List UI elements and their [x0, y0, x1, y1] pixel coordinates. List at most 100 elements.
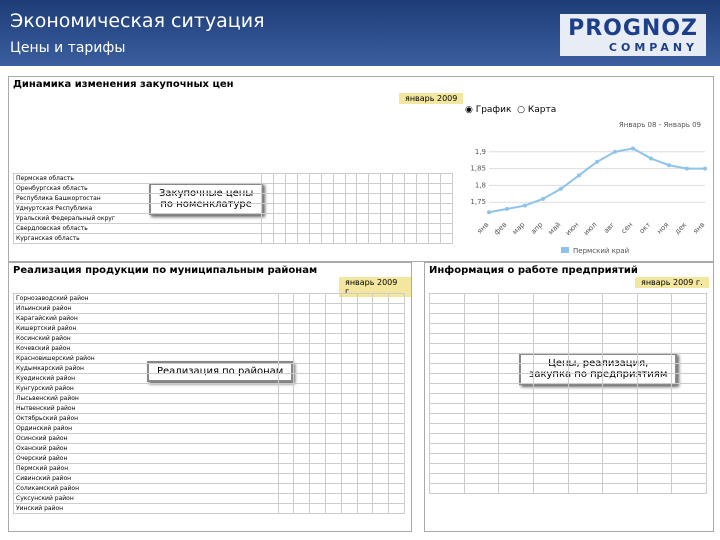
cell — [261, 193, 275, 204]
row-name: Очерский район — [13, 453, 279, 464]
row-name: Сивинский район — [13, 473, 279, 484]
table-row — [429, 323, 707, 334]
cell — [428, 183, 441, 194]
row-name: Пермская область — [12, 173, 263, 184]
table-row: Суксунский район — [13, 493, 405, 504]
row-name — [429, 433, 465, 444]
cell — [293, 453, 311, 464]
cell — [388, 293, 405, 304]
cell — [344, 203, 358, 214]
row-name: Карагайский район — [13, 313, 279, 324]
cell — [602, 483, 638, 494]
cell — [567, 333, 604, 344]
cell — [636, 323, 673, 334]
cell — [498, 423, 534, 434]
cell — [324, 363, 342, 374]
cell — [340, 423, 358, 434]
cell — [309, 333, 326, 344]
cell — [309, 383, 326, 394]
cell — [284, 183, 298, 194]
cell — [602, 303, 638, 314]
cell — [636, 463, 673, 474]
x-tick-label: сен — [620, 221, 635, 236]
cell — [636, 423, 673, 434]
cell — [261, 183, 275, 194]
cell — [404, 233, 418, 244]
cell — [463, 463, 500, 474]
cell — [344, 233, 358, 244]
cell — [671, 333, 707, 344]
cell — [388, 313, 405, 324]
cell — [498, 323, 534, 334]
cell — [532, 453, 569, 464]
cell — [340, 363, 358, 374]
cell — [463, 383, 500, 394]
radio[interactable]: ○ — [514, 105, 528, 115]
cell — [356, 373, 374, 384]
cell — [309, 473, 326, 484]
row-name: Ильинский район — [13, 303, 279, 314]
cell — [388, 323, 405, 334]
cell — [636, 413, 673, 424]
table-row: Красновишерский район — [13, 353, 405, 364]
x-tick-label: май — [547, 221, 563, 237]
cell — [308, 173, 322, 184]
cell — [388, 413, 405, 424]
table-row: Косинский район — [13, 333, 405, 344]
radio[interactable]: ◉ — [465, 105, 476, 115]
x-tick-label: ноя — [656, 221, 671, 236]
cell — [567, 443, 604, 454]
cell — [532, 373, 569, 384]
cell — [309, 443, 326, 454]
row-name: Куединский район — [13, 373, 279, 384]
cell — [324, 293, 342, 304]
cell — [332, 173, 346, 184]
cell — [324, 313, 342, 324]
cell — [392, 173, 406, 184]
cell — [296, 173, 310, 184]
row-name: Соликамский район — [13, 483, 279, 494]
cell — [340, 473, 358, 484]
cell — [372, 313, 390, 324]
cell — [368, 193, 382, 204]
cell — [344, 223, 358, 234]
cell — [324, 403, 342, 414]
cell — [498, 403, 534, 414]
cell — [532, 423, 569, 434]
cell — [356, 483, 374, 494]
cell — [439, 203, 454, 214]
cell — [340, 453, 358, 464]
cell — [324, 463, 342, 474]
table-row: Нытвенский район — [13, 403, 405, 414]
cell — [567, 323, 604, 334]
cell — [380, 173, 394, 184]
table-row: Ординский район — [13, 423, 405, 434]
cell — [463, 403, 500, 414]
cell — [463, 373, 500, 384]
cell — [356, 353, 374, 364]
cell — [416, 233, 429, 244]
cell — [392, 223, 406, 234]
cell — [532, 313, 569, 324]
row-name — [429, 423, 465, 434]
y-tick-label: 1,8 — [475, 181, 486, 189]
cell — [356, 313, 374, 324]
cell — [296, 203, 310, 214]
cell — [309, 343, 326, 354]
cell — [368, 233, 382, 244]
cell — [308, 223, 322, 234]
cell — [463, 393, 500, 404]
x-tick-label: окт — [638, 221, 653, 236]
cell — [324, 333, 342, 344]
cell — [636, 333, 673, 344]
table-row — [429, 393, 707, 404]
legend-swatch — [561, 247, 569, 253]
cell — [602, 293, 638, 304]
cell — [356, 233, 370, 244]
cell — [388, 393, 405, 404]
cell — [404, 183, 418, 194]
cell — [567, 453, 604, 464]
cell — [368, 203, 382, 214]
cell — [324, 453, 342, 464]
